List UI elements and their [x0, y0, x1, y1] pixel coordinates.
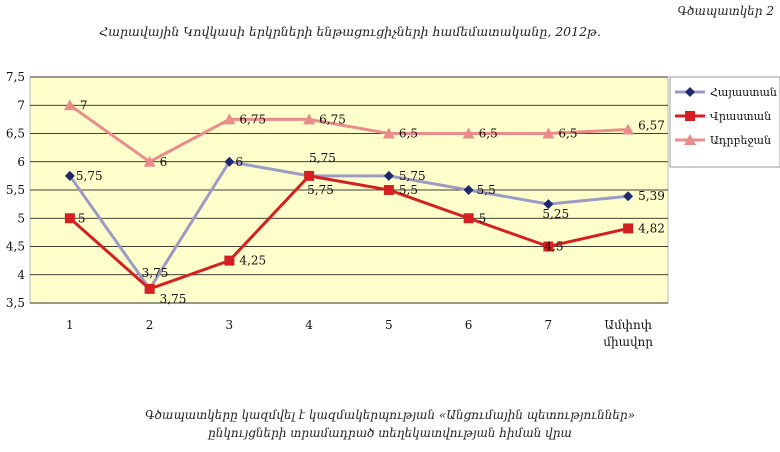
data-point-square	[543, 241, 554, 252]
data-label: 6,5	[399, 127, 418, 141]
data-label: 5	[78, 211, 86, 225]
data-label: 5,75	[307, 183, 334, 197]
grid-lines	[30, 76, 668, 304]
footnote-line-2: ընկույցների տրամադրած տեղեկատվության հիմ…	[208, 426, 572, 440]
data-label: 5,75	[399, 169, 426, 183]
data-label: 6	[160, 155, 168, 169]
data-label: 5,5	[477, 183, 496, 197]
data-label: 6,75	[319, 112, 346, 126]
x-tick-label: 1	[66, 318, 74, 332]
x-tick-label: 3	[226, 318, 234, 332]
x-tick-label: 2	[146, 318, 154, 332]
legend-entry-label: Ադրբեջան	[710, 134, 771, 147]
y-tick-label: 5	[17, 211, 25, 225]
data-label: 5,5	[399, 183, 418, 197]
data-point-triangle	[63, 99, 76, 111]
data-point-triangle	[143, 155, 156, 167]
x-tick-label: 4	[305, 318, 313, 332]
y-tick-label: 4	[17, 268, 25, 282]
data-point-triangle	[622, 123, 635, 135]
data-point-square	[64, 213, 75, 224]
data-label: 6,5	[558, 127, 577, 141]
data-label: 5,75	[309, 151, 336, 165]
data-labels: 5,753,756 5,755,755,55,255,3953,754,255,7…	[76, 98, 665, 306]
legend-entry-label: Հայաստան	[710, 86, 777, 99]
footnote-line-1: Գծապատկերը կազմվել է կազմակերպության «Ան…	[145, 408, 635, 422]
series-line	[68, 174, 629, 291]
data-point-diamond	[64, 170, 75, 181]
data-point-square	[383, 185, 394, 195]
data-point-diamond	[224, 156, 235, 167]
data-label: 5,39	[638, 189, 665, 203]
data-point-diamond	[623, 191, 634, 202]
data-point-diamond	[543, 199, 554, 210]
data-label: 4,82	[638, 221, 665, 235]
data-point-triangle	[542, 127, 555, 139]
data-point-triangle	[462, 127, 475, 139]
data-label: 6,57	[638, 119, 665, 133]
data-point-triangle	[223, 113, 236, 125]
series-line	[69, 104, 629, 164]
footnote: Գծապատկերը կազմվել է կազմակերպության «Ան…	[0, 406, 780, 442]
data-label: 3,75	[142, 266, 169, 280]
y-axis-ticks: 3,5 4 4,5 5 5,5 6 6,5 7 7,5	[6, 70, 25, 310]
data-point-diamond	[463, 185, 474, 195]
data-label: 6,75	[239, 112, 266, 126]
figure-label: Գծապատկեր 2	[677, 4, 774, 18]
data-label: 4,5	[544, 240, 563, 254]
data-label: 5,75	[76, 169, 103, 183]
y-tick-label: 7	[17, 98, 25, 112]
data-label: 5,25	[542, 207, 569, 221]
x-tick-label: 5	[385, 318, 393, 332]
y-tick-label: 3,5	[6, 296, 25, 310]
x-tick-label: 7	[545, 318, 553, 332]
chart-title: Հարավային Կովկասի երկրների ենթացուցիչներ…	[99, 24, 601, 39]
data-point-square	[463, 213, 474, 224]
data-point-triangle	[303, 113, 316, 125]
series-group	[63, 99, 635, 294]
data-point-square	[304, 170, 315, 181]
data-label: 5	[479, 211, 487, 225]
data-label: 3,75	[160, 292, 187, 306]
data-point-triangle	[684, 134, 696, 145]
x-tick-label: 6	[465, 318, 473, 332]
data-point-square	[623, 223, 634, 234]
data-point-diamond	[383, 170, 394, 181]
y-tick-label: 6,5	[6, 127, 25, 141]
x-axis-ticks: 1 2 3 4 5 6 7 Ամփոփ միավոր	[66, 318, 653, 349]
legend-entry-label: Վրաստան	[710, 110, 771, 123]
data-point-square	[685, 111, 695, 121]
data-point-diamond	[685, 87, 695, 97]
data-label: 6,5	[479, 127, 498, 141]
y-tick-label: 4,5	[6, 240, 25, 254]
x-tick-label: միավոր	[603, 335, 653, 349]
data-label: 4,25	[239, 254, 266, 268]
data-point-triangle	[382, 127, 395, 139]
data-label: 6	[235, 155, 243, 169]
x-tick-label: Ամփոփ	[604, 318, 652, 332]
y-tick-label: 6	[17, 155, 25, 169]
data-point-square	[144, 283, 155, 294]
y-tick-label: 5,5	[6, 183, 25, 197]
legend: Հայաստան Վրաստան Ադրբեջան	[669, 76, 780, 168]
y-tick-label: 7,5	[6, 70, 25, 84]
data-label: 7	[80, 98, 88, 112]
series-line	[68, 160, 629, 292]
data-point-square	[224, 255, 235, 266]
